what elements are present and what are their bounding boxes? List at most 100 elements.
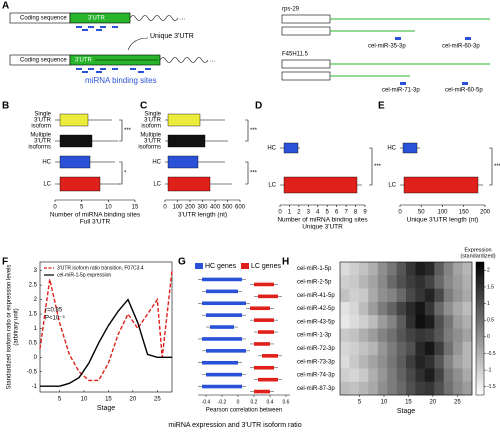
binding-marks	[76, 26, 118, 31]
significance: ***	[250, 128, 258, 134]
x-tick-label: 7	[344, 210, 348, 216]
range-bar	[206, 289, 238, 294]
x-tick-label: 5	[358, 400, 362, 406]
box	[167, 176, 211, 192]
heat-cell	[406, 355, 416, 369]
box	[283, 176, 358, 194]
row-label: cel-miR-2-5p	[297, 280, 332, 286]
colorbar-tick-label: 0.5	[487, 318, 494, 324]
heat-cell	[415, 368, 426, 382]
heat-cell	[340, 275, 350, 289]
heat-cell	[443, 381, 454, 396]
site	[400, 82, 406, 85]
heat-cell	[387, 381, 397, 396]
legend-swatch	[195, 263, 203, 269]
heat-cell	[424, 381, 435, 396]
heat-cell	[368, 341, 379, 356]
heat-cell	[396, 301, 407, 316]
heat-cell	[443, 368, 454, 382]
heat-cell	[406, 301, 416, 316]
heat-cell	[434, 381, 445, 396]
cds-label: Coding sequence	[20, 16, 67, 22]
heat-cell	[434, 341, 445, 356]
box	[167, 155, 199, 169]
colorbar-title: Expression	[464, 247, 491, 253]
series-line	[39, 270, 173, 382]
range-bar	[254, 282, 274, 287]
range-bar	[206, 372, 242, 377]
x-tick-label: 0	[398, 210, 402, 216]
heat-cell	[434, 328, 445, 343]
row-label: cel-miR-72-3p	[297, 346, 335, 352]
range-bar	[258, 294, 278, 299]
x-tick-label: 100	[172, 205, 183, 211]
heat-cell	[453, 288, 463, 303]
y-tick-label: 0.5	[29, 340, 38, 346]
x-axis-label: Stage	[397, 408, 415, 415]
panel-label: G	[178, 257, 186, 268]
significance: ***	[374, 164, 382, 170]
x-axis-label: Number of miRNA binding sites	[277, 217, 368, 224]
x-tick-label: 15	[405, 400, 412, 406]
y-tick-label: 1	[34, 326, 38, 332]
legend-label: cel-miR-1-5p expression	[57, 272, 111, 278]
box	[403, 176, 479, 194]
heat-cell	[415, 315, 426, 329]
bracket	[119, 119, 123, 142]
row-label: isoforms	[28, 145, 51, 151]
x-tick-label: 0.6	[283, 399, 290, 405]
ellipsis: ...	[210, 58, 215, 64]
heat-cell	[340, 341, 350, 356]
panel-label: C	[140, 101, 147, 112]
heat-cell	[424, 315, 435, 329]
row-label: cel-miR-73-3p	[297, 359, 335, 365]
heat-cell	[424, 262, 435, 276]
heat-cell	[368, 315, 379, 329]
colorbar-tick-label: -1.5	[487, 384, 496, 390]
heat-cell	[396, 355, 407, 369]
heat-cell	[434, 288, 445, 303]
heat-cell	[358, 315, 369, 329]
series-line	[40, 298, 172, 387]
heat-cell	[396, 262, 407, 276]
bracket	[119, 161, 123, 185]
x-tick-label: 0	[53, 205, 57, 211]
row-label: 3'UTR	[34, 118, 51, 124]
row-label: cel-miR-74-3p	[297, 373, 335, 379]
legend-label: HC genes	[205, 263, 237, 270]
x-tick-label: 20	[130, 397, 137, 403]
heat-cell	[368, 275, 379, 289]
heat-cell	[358, 355, 369, 369]
x-tick-label: 10	[81, 397, 88, 403]
heat-cell	[462, 301, 473, 316]
cds-box	[281, 71, 331, 81]
binding-marks	[76, 68, 151, 73]
site	[465, 37, 471, 40]
box	[167, 134, 206, 148]
colorbar-tick-label: -1	[487, 367, 492, 373]
row-label: Single	[34, 112, 51, 118]
heat-cell	[349, 368, 360, 382]
x-tick-label: 8	[354, 210, 358, 216]
heat-cell	[415, 355, 426, 369]
heat-cell	[387, 328, 397, 343]
colorbar-tick-label: 0	[487, 334, 490, 340]
legend-label: LC genes	[251, 263, 281, 270]
row-label: HC	[152, 160, 161, 166]
heat-cell	[349, 381, 360, 396]
heat-cell	[462, 262, 473, 276]
heat-cell	[377, 381, 388, 396]
row-label: cel-miR-41-5p	[297, 293, 335, 299]
x-tick-label: 3	[307, 210, 311, 216]
range-bar	[202, 337, 242, 341]
bracket	[369, 147, 373, 186]
heat-cell	[349, 288, 360, 303]
bracket	[245, 119, 249, 142]
heat-cell	[377, 355, 388, 369]
cds-box	[281, 14, 331, 24]
heat-cell	[406, 315, 416, 329]
x-tick-label: 5	[58, 397, 62, 403]
x-axis-label: Unique 3'UTR	[302, 224, 343, 231]
colorbar-tick-label: 1	[487, 301, 490, 307]
